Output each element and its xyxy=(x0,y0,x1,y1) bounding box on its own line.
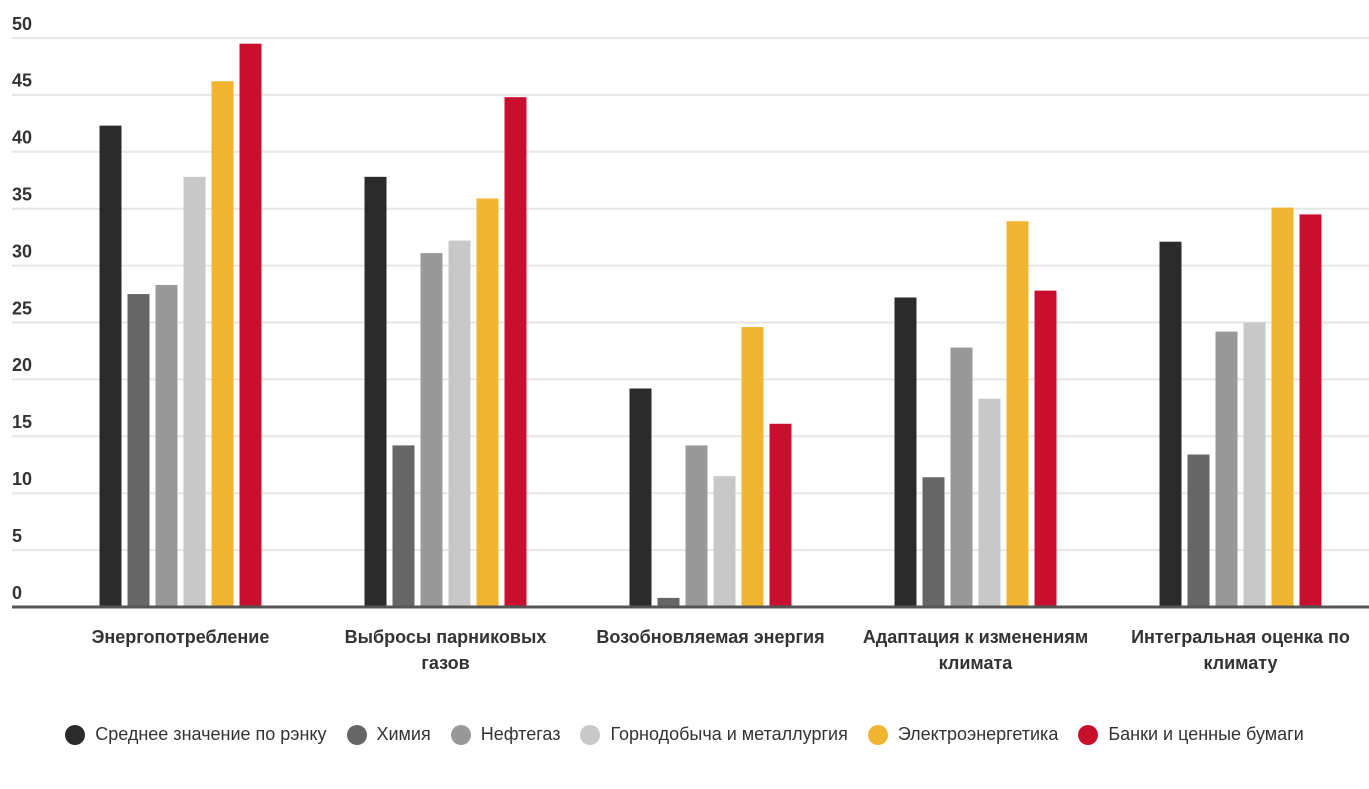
bar xyxy=(894,297,917,607)
y-tick-label: 25 xyxy=(12,298,32,318)
bar xyxy=(392,445,415,607)
bar xyxy=(1215,331,1238,607)
bar xyxy=(127,294,150,607)
y-tick-label: 30 xyxy=(12,241,32,261)
legend-swatch xyxy=(867,724,888,745)
bar xyxy=(211,81,234,607)
legend-label: Химия xyxy=(376,724,431,744)
legend-item: Среднее значение по рэнку xyxy=(65,724,327,745)
bar xyxy=(713,476,736,607)
legend-item: Банки и ценные бумаги xyxy=(1078,724,1304,745)
y-tick-label: 5 xyxy=(12,526,22,546)
legend-swatch xyxy=(580,724,601,745)
y-tick-label: 45 xyxy=(12,71,32,91)
bar xyxy=(950,347,973,607)
y-tick-label: 15 xyxy=(12,412,32,432)
y-tick-label: 50 xyxy=(12,14,32,34)
legend-label: Горнодобыча и металлургия xyxy=(610,724,848,744)
y-tick-label: 0 xyxy=(12,583,22,603)
legend-label: Электроэнергетика xyxy=(897,724,1059,744)
legend-item: Химия xyxy=(346,724,431,745)
legend-swatch xyxy=(346,724,367,745)
bar xyxy=(239,43,262,607)
y-tick-label: 20 xyxy=(12,355,32,375)
bar xyxy=(741,327,764,607)
legend-label: Среднее значение по рэнку xyxy=(95,724,327,744)
bar xyxy=(1006,221,1029,607)
bar xyxy=(504,97,527,608)
y-tick-label: 40 xyxy=(12,128,32,148)
bar xyxy=(476,198,499,607)
bar xyxy=(155,284,178,607)
bar xyxy=(922,477,945,607)
bar xyxy=(657,597,680,607)
legend: Среднее значение по рэнку Химия Нефтегаз Го… xyxy=(40,724,1329,745)
bar xyxy=(685,445,708,607)
legend-label: Нефтегаз xyxy=(480,724,561,744)
legend-swatch xyxy=(1078,724,1099,745)
x-tick-label: Адаптация к изменениям климата xyxy=(862,627,1089,673)
legend-item: Электроэнергетика xyxy=(867,724,1059,745)
bar xyxy=(448,240,471,607)
bar xyxy=(769,423,792,607)
bar xyxy=(420,253,443,607)
bar xyxy=(1243,322,1266,607)
bar xyxy=(629,388,652,607)
legend-swatch xyxy=(450,724,471,745)
x-tick-label: Выбросы парниковых газов xyxy=(344,627,547,673)
x-tick-label: Интегральная оценка по климату xyxy=(1131,627,1350,673)
legend-item: Нефтегаз xyxy=(450,724,561,745)
bar xyxy=(1271,207,1294,607)
bar xyxy=(1299,214,1322,607)
bar xyxy=(99,125,122,607)
y-tick-label: 10 xyxy=(12,469,32,489)
legend-swatch xyxy=(65,724,86,745)
x-tick-label: Энергопотребление xyxy=(91,627,270,647)
bar xyxy=(1034,290,1057,607)
bar xyxy=(364,176,387,607)
bar xyxy=(183,176,206,607)
bar xyxy=(978,398,1001,607)
bar xyxy=(1159,241,1182,607)
x-tick-label: Возобновляемая энергия xyxy=(596,627,825,647)
bar xyxy=(1187,454,1210,607)
legend-label: Банки и ценные бумаги xyxy=(1108,724,1304,744)
legend-item: Горнодобыча и металлургия xyxy=(580,724,848,745)
y-tick-label: 35 xyxy=(12,184,32,204)
